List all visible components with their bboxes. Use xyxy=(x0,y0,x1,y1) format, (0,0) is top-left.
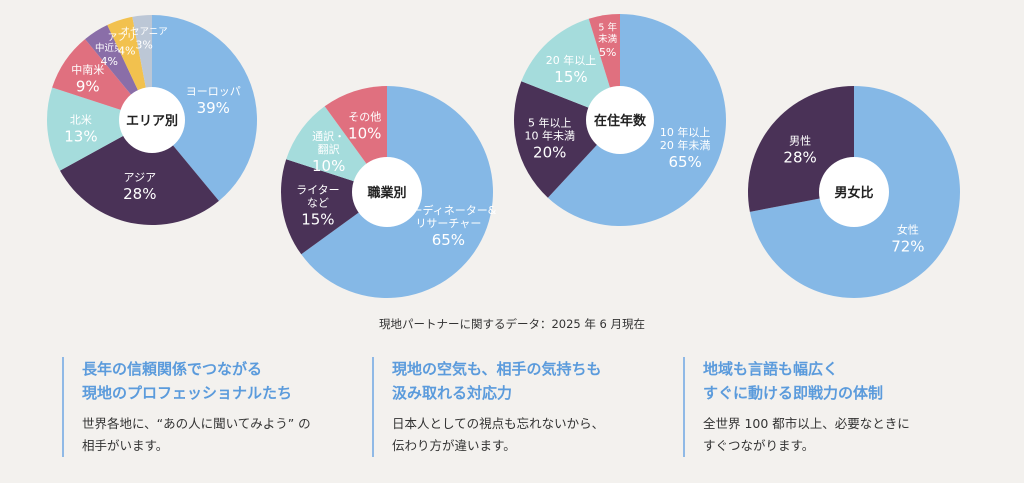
slice-value: 72% xyxy=(891,238,924,256)
pie-charts: ヨーロッパ39%アジア28%北米13%中南米9%中近東4%アフリカ4%オセアニア… xyxy=(47,14,961,298)
slice-value: 9% xyxy=(76,77,100,95)
slice-value: 4% xyxy=(118,44,135,57)
slice-value: 65% xyxy=(668,153,701,171)
slice-label: 5 年未満 xyxy=(598,22,618,45)
slice-label: 中南米 xyxy=(71,63,104,76)
pie-title: 職業別 xyxy=(367,185,406,201)
slice-label: アフリカ xyxy=(108,32,146,43)
pie-slice xyxy=(59,120,219,226)
slice-label: コーディネーター&リサーチャー xyxy=(400,203,496,230)
slice-label: 20 年以上 xyxy=(546,53,597,67)
feature-1-title: 長年の信頼関係でつながる 現地のプロフェッショナルたち xyxy=(82,360,293,402)
pie-center xyxy=(586,86,654,154)
pie-slice xyxy=(47,87,152,171)
slice-label: 女性 xyxy=(897,223,919,237)
slice-value: 10% xyxy=(312,157,345,175)
pie-chart-2: コーディネーター&リサーチャー65%ライターなど15%通訳・翻訳10%その他10… xyxy=(281,86,497,298)
charts-area: ヨーロッパ 39% アジア 28% 北米 13% 中南米 9% 中近東 4% アフリカ 4% オセアニア… xyxy=(47,14,961,298)
slice-value: 28% xyxy=(783,148,816,166)
pie-center xyxy=(119,87,185,153)
slice-value: 3% xyxy=(135,39,152,52)
feature-3-body: 全世界 100 都市以上、必要なときに すぐつながります。 xyxy=(703,416,910,453)
slice-value: 4% xyxy=(101,55,118,68)
slice-value: 39% xyxy=(197,99,230,117)
feature-1-body: 世界各地に、“あの人に聞いてみよう” の 相手がいます。 xyxy=(82,416,311,453)
feature-2-body: 日本人としての視点も忘れないから、 伝わり方が違います。 xyxy=(392,416,605,453)
feature-2-title: 現地の空気も、相手の気持ちも 汲み取れる対応力 xyxy=(392,360,602,402)
slice-value: 65% xyxy=(432,231,465,249)
pie-title: 在住年数 xyxy=(594,113,647,129)
slice-value: 15% xyxy=(554,68,587,86)
pie-center xyxy=(819,157,889,227)
slice-label: アジア xyxy=(124,171,157,184)
feature-3-title: 地域も言語も幅広く すぐに動ける即戦力の体制 xyxy=(703,360,884,402)
pie-slice xyxy=(281,159,387,255)
data-caption: 現地パートナーに関するデータ：2025 年 6 月現在 xyxy=(378,317,646,331)
pie-chart-1: ヨーロッパ39%アジア28%北米13%中南米9%中近東4%アフリカ4%オセアニア… xyxy=(47,15,258,226)
slice-label: オセアニア xyxy=(120,27,167,38)
pie-title: 男女比 xyxy=(834,185,873,201)
pie-slice xyxy=(521,18,620,120)
slice-label: 10 年以上 20 年未満 xyxy=(660,125,711,152)
slice-value: 5% xyxy=(599,46,616,59)
pie-title: エリア別 xyxy=(126,114,178,129)
pie-center xyxy=(352,157,422,227)
slice-value: 15% xyxy=(301,210,334,228)
slice-label: 5 年以上 10 年未満 xyxy=(524,116,575,143)
slice-value: 13% xyxy=(64,128,97,146)
slice-value: 20% xyxy=(533,144,566,162)
slice-label: その他 xyxy=(348,110,381,123)
slice-label: ヨーロッパ xyxy=(186,85,241,98)
slice-value: 28% xyxy=(123,185,156,203)
slice-label: 北米 xyxy=(70,114,92,127)
slice-label: 通訳・翻訳 xyxy=(312,129,345,156)
slice-value: 10% xyxy=(348,124,381,142)
feature-2: 現地の空気も、相手の気持ちも 汲み取れる対応力 日本人としての視点も忘れないから… xyxy=(372,357,667,457)
slice-label: ライターなど xyxy=(296,183,340,209)
slice-label: 男性 xyxy=(789,133,811,147)
pie-slice xyxy=(152,15,258,201)
feature-3: 地域も言語も幅広く すぐに動ける即戦力の体制 全世界 100 都市以上、必要なと… xyxy=(683,357,978,457)
feature-1: 長年の信頼関係でつながる 現地のプロフェッショナルたち 世界各地に、“あの人に聞… xyxy=(62,357,357,457)
